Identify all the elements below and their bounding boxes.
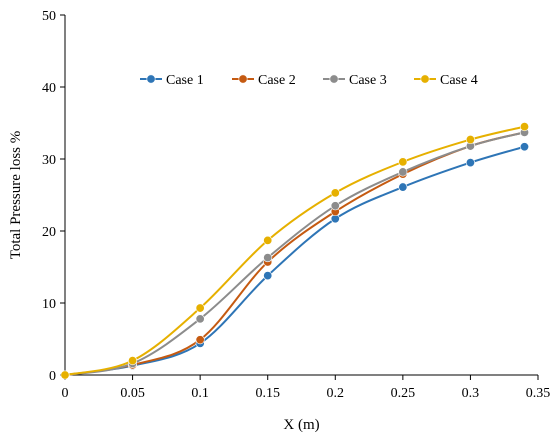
data-point-case-1	[263, 271, 273, 281]
x-tick-label: 0	[62, 386, 69, 401]
y-tick-label: 50	[42, 9, 56, 24]
data-point-case-3	[330, 201, 340, 211]
x-tick-label: 0.05	[120, 386, 145, 401]
data-point-case-1	[465, 158, 475, 168]
x-tick-label: 0.3	[462, 386, 480, 401]
data-point-case-4	[263, 235, 273, 245]
y-tick-label: 40	[42, 81, 56, 96]
series-line-case-2	[64, 131, 525, 376]
legend: Case 1 Case 2 Case 3 Case 4	[140, 73, 478, 88]
legend-swatch-marker	[146, 74, 156, 84]
series-line-case-3	[64, 131, 525, 376]
legend-label-case-4: Case 4	[440, 73, 478, 88]
series-lines	[64, 125, 525, 376]
legend-label-case-1: Case 1	[166, 73, 204, 88]
data-point-case-4	[398, 157, 408, 167]
y-tick-label: 30	[42, 153, 56, 168]
data-point-case-4	[195, 303, 205, 313]
tick-labels: 0 0.05 0.1 0.15 0.2 0.25 0.3 0.35 0 10 20 30 40 50	[42, 9, 550, 401]
y-tick-label: 20	[42, 225, 56, 240]
y-tick-label: 0	[49, 369, 56, 384]
x-tick-label: 0.1	[191, 386, 209, 401]
data-point-case-4	[519, 122, 529, 132]
data-point-case-3	[195, 314, 205, 324]
legend-swatch-marker	[238, 74, 248, 84]
x-tick-label: 0.25	[391, 386, 416, 401]
data-point-case-4	[60, 370, 70, 380]
legend-label-case-2: Case 2	[258, 73, 296, 88]
legend-swatch-marker	[420, 74, 430, 84]
data-point-case-1	[519, 142, 529, 152]
data-point-case-4	[128, 356, 138, 366]
x-axis-label: X (m)	[283, 417, 319, 433]
x-tick-label: 0.35	[526, 386, 550, 401]
data-point-case-4	[330, 188, 340, 198]
series-line-case-1	[64, 145, 525, 376]
x-tick-label: 0.2	[327, 386, 345, 401]
legend-label-case-3: Case 3	[349, 73, 387, 88]
data-point-case-1	[398, 182, 408, 192]
y-axis-label: Total Pressure loss %	[8, 131, 24, 260]
data-point-case-2	[195, 335, 205, 345]
data-point-case-3	[398, 167, 408, 177]
legend-swatch-marker	[329, 74, 339, 84]
data-points	[60, 122, 529, 380]
axes	[64, 15, 538, 376]
data-point-case-3	[263, 253, 273, 263]
y-tick-label: 10	[42, 297, 56, 312]
series-line-case-4	[64, 125, 525, 376]
data-point-case-4	[465, 135, 475, 145]
x-tick-label: 0.15	[255, 386, 280, 401]
